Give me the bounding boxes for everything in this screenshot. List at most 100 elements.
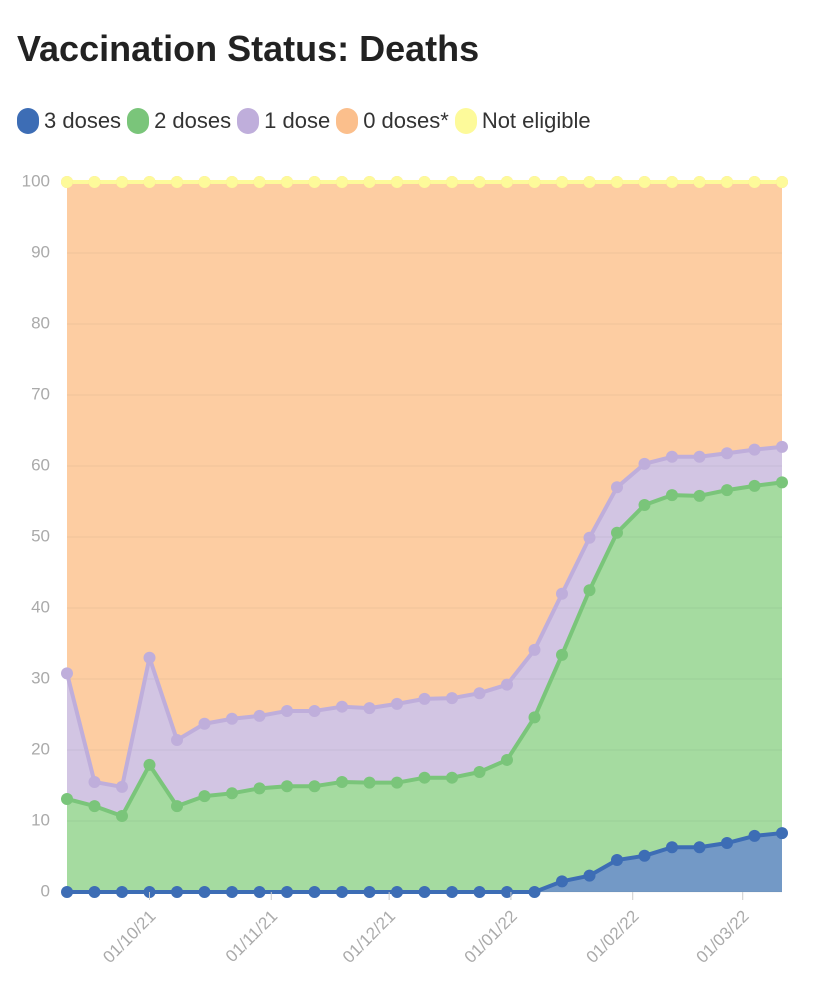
data-point: [198, 717, 211, 730]
data-point: [638, 457, 651, 470]
data-point: [473, 687, 486, 700]
legend-item[interactable]: 1 dose: [237, 108, 330, 134]
x-tick-label: 01/03/22: [692, 907, 752, 967]
data-point: [143, 758, 156, 771]
data-point: [556, 176, 568, 188]
data-point: [611, 526, 623, 539]
y-tick-label: 30: [31, 668, 50, 687]
data-point: [556, 587, 568, 600]
data-point: [308, 176, 321, 188]
data-point: [583, 584, 596, 597]
data-point: [88, 886, 101, 898]
data-point: [198, 886, 211, 898]
y-tick-label: 80: [31, 313, 50, 332]
data-point: [253, 709, 266, 722]
y-tick-label: 60: [31, 455, 50, 474]
area: [67, 446, 782, 817]
y-tick-label: 0: [41, 881, 50, 900]
x-tick-label: 01/02/22: [582, 907, 642, 967]
data-point: [446, 771, 458, 784]
legend-swatch: [127, 108, 150, 134]
data-point: [116, 176, 128, 188]
data-point: [336, 775, 348, 788]
legend-swatch: [17, 108, 39, 134]
legend-label: 0 doses*: [363, 108, 449, 133]
legend-label: 3 doses: [44, 108, 122, 133]
data-point: [281, 176, 293, 188]
data-point: [446, 176, 458, 188]
data-point: [61, 886, 73, 898]
data-point: [336, 886, 348, 898]
data-point: [693, 841, 706, 854]
data-point: [418, 176, 431, 188]
data-point: [88, 775, 101, 788]
legend-label: 1 dose: [264, 108, 331, 133]
data-point: [473, 886, 486, 898]
legend-item[interactable]: 2 doses: [127, 108, 231, 134]
data-point: [116, 810, 128, 823]
legend-item[interactable]: Not eligible: [454, 108, 591, 134]
data-point: [776, 176, 788, 188]
data-point: [748, 829, 761, 842]
data-point: [693, 176, 706, 188]
data-point: [226, 176, 238, 188]
data-point: [528, 711, 541, 724]
data-point: [528, 643, 541, 656]
data-point: [363, 886, 376, 898]
y-tick-label: 10: [31, 810, 50, 829]
data-point: [556, 875, 568, 888]
data-point: [611, 481, 623, 494]
legend-swatch: [454, 108, 477, 134]
data-point: [253, 782, 266, 795]
data-point: [336, 176, 348, 188]
data-point: [611, 176, 623, 188]
data-point: [336, 700, 348, 713]
data-point: [418, 771, 431, 784]
data-point: [666, 450, 678, 463]
data-point: [776, 827, 788, 840]
area: [67, 833, 782, 892]
data-point: [693, 489, 706, 502]
x-tick-label: 01/10/21: [99, 907, 159, 967]
x-tick-label: 01/12/21: [339, 907, 399, 967]
legend-item[interactable]: 0 doses*: [336, 108, 449, 134]
legend-swatch: [336, 108, 359, 134]
data-point: [363, 702, 376, 715]
legend-item[interactable]: 3 doses: [17, 108, 121, 134]
data-point: [501, 886, 513, 898]
data-point: [721, 484, 733, 497]
data-point: [253, 886, 266, 898]
y-tick-label: 50: [31, 526, 50, 545]
y-tick-label: 100: [22, 171, 50, 190]
data-point: [748, 479, 761, 492]
data-point: [721, 447, 733, 460]
data-point: [61, 176, 73, 188]
area: [67, 482, 782, 892]
data-point: [528, 886, 541, 898]
data-point: [391, 776, 403, 789]
data-point: [583, 869, 596, 882]
data-point: [776, 476, 788, 489]
y-tick-label: 20: [31, 739, 50, 758]
data-point: [143, 651, 156, 664]
y-tick-label: 90: [31, 242, 50, 261]
data-point: [638, 499, 651, 512]
data-point: [363, 176, 376, 188]
data-point: [473, 176, 486, 188]
data-point: [583, 531, 596, 544]
data-point: [391, 697, 403, 710]
data-point: [308, 704, 321, 717]
data-point: [666, 176, 678, 188]
data-point: [556, 648, 568, 661]
data-point: [253, 176, 266, 188]
data-point: [116, 780, 128, 793]
data-point: [171, 734, 183, 747]
data-point: [226, 886, 238, 898]
data-point: [501, 176, 513, 188]
data-point: [308, 886, 321, 898]
data-point: [171, 800, 183, 813]
data-point: [528, 176, 541, 188]
data-point: [171, 176, 183, 188]
data-point: [61, 667, 73, 680]
data-point: [748, 176, 761, 188]
